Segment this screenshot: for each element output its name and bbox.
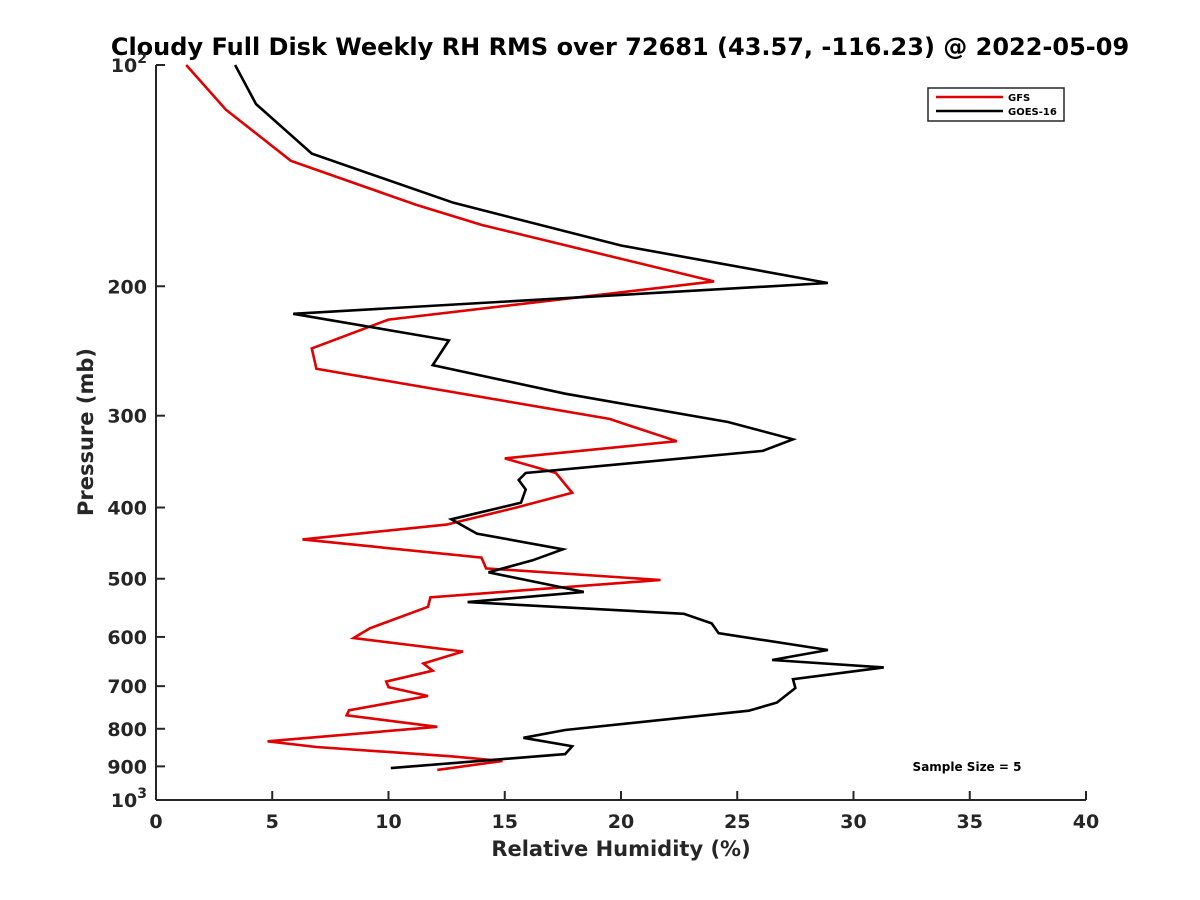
x-tick-label: 30 xyxy=(840,811,866,833)
chart-title: Cloudy Full Disk Weekly RH RMS over 7268… xyxy=(111,33,1129,61)
legend-label-gfs: GFS xyxy=(1008,93,1030,104)
y-tick-label: 400 xyxy=(107,498,147,520)
y-tick-label: 900 xyxy=(107,756,147,778)
y-tick-label: 500 xyxy=(107,569,147,591)
x-tick-label: 15 xyxy=(492,811,518,833)
legend-box xyxy=(927,87,1065,122)
sample-size-annotation: Sample Size = 5 xyxy=(913,760,1022,774)
x-tick-label: 5 xyxy=(266,811,279,833)
legend-label-goes-16: GOES-16 xyxy=(1008,107,1057,118)
y-axis-label: Pressure (mb) xyxy=(74,348,98,516)
y-tick-label: 300 xyxy=(107,406,147,428)
y-tick-exponent: 3 xyxy=(137,786,147,802)
y-tick-label: 102 xyxy=(111,51,147,77)
plot-axes xyxy=(155,65,1086,801)
x-tick-label: 25 xyxy=(724,811,750,833)
y-tick-label: 700 xyxy=(107,676,147,698)
series-line-goes-16 xyxy=(233,64,884,770)
series-layer xyxy=(185,64,884,772)
x-axis-label: Relative Humidity (%) xyxy=(491,837,750,861)
series-line-gfs xyxy=(185,64,715,772)
y-tick-base: 10 xyxy=(111,790,137,812)
y-tick-label: 200 xyxy=(107,276,147,298)
x-tick-label: 10 xyxy=(375,811,401,833)
y-tick-label: 800 xyxy=(107,719,147,741)
y-tick-label: 600 xyxy=(107,627,147,649)
legend: GFS GOES-16 xyxy=(927,87,1065,122)
x-tick-label: 0 xyxy=(149,811,162,833)
x-tick-label: 40 xyxy=(1073,811,1099,833)
y-tick-base: 10 xyxy=(111,55,137,77)
x-tick-label: 20 xyxy=(608,811,634,833)
x-ticks: 0 5 10 15 20 25 30 35 40 xyxy=(149,791,1099,833)
y-tick-exponent: 2 xyxy=(137,51,147,67)
x-tick-label: 35 xyxy=(957,811,983,833)
y-tick-label: 103 xyxy=(111,786,147,812)
